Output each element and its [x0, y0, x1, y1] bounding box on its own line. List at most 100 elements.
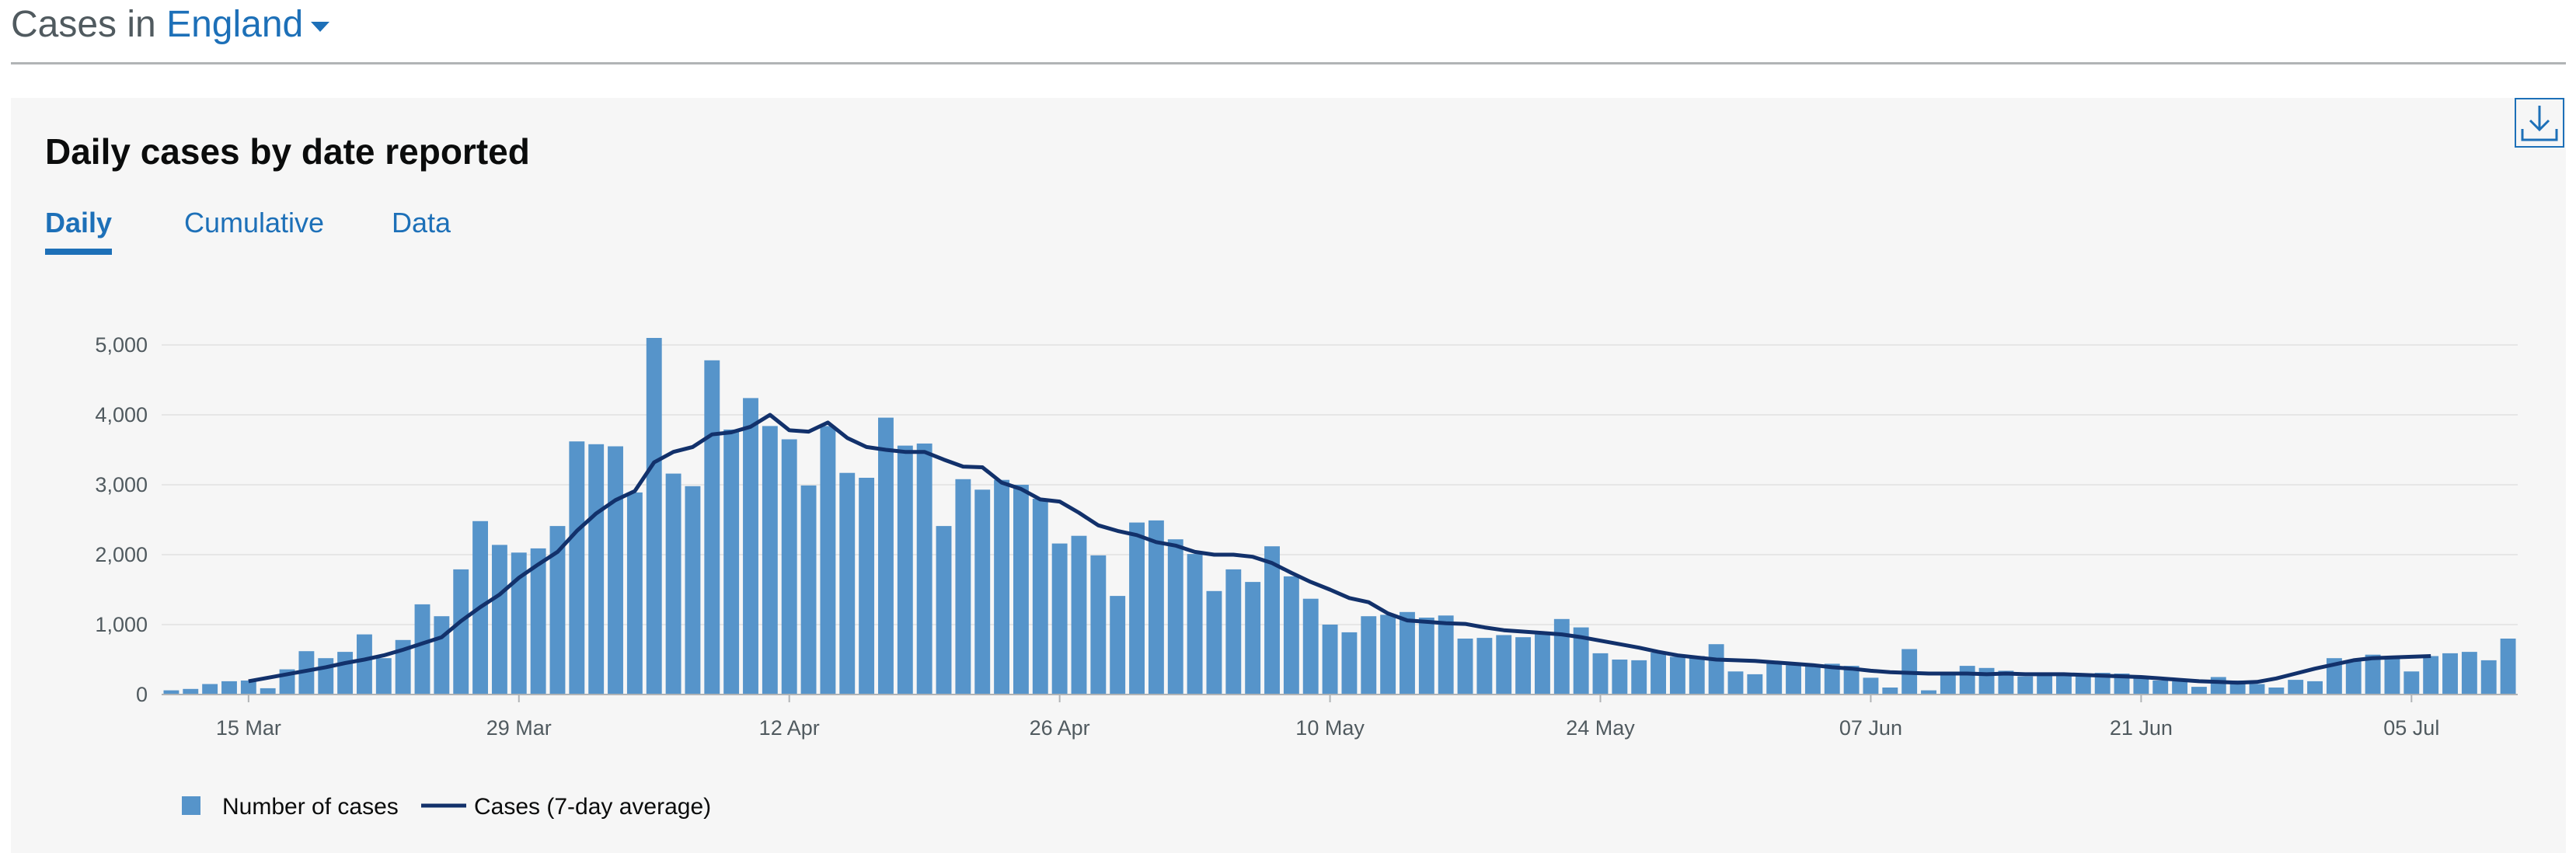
bar: [1824, 663, 1840, 695]
bar: [2384, 656, 2400, 695]
bar: [781, 439, 797, 695]
tab-cumulative[interactable]: Cumulative: [184, 207, 325, 238]
bar: [1013, 485, 1029, 695]
bar: [626, 492, 643, 695]
caret-down-icon[interactable]: [311, 21, 330, 32]
bar: [1090, 555, 1107, 695]
x-tick-label: 29 Mar: [486, 716, 552, 740]
bar: [1669, 656, 1685, 695]
bar: [1438, 615, 1454, 695]
legend-label-average: Cases (7-day average): [474, 794, 711, 820]
bar: [183, 688, 199, 695]
bar: [357, 634, 372, 695]
bar: [1786, 665, 1801, 695]
bar: [1187, 554, 1203, 695]
tab-daily[interactable]: Daily: [45, 207, 113, 255]
bar: [1167, 539, 1183, 695]
header-title: Cases in England: [11, 3, 330, 46]
bar: [1553, 618, 1570, 695]
bar: [2094, 673, 2111, 695]
area-select[interactable]: England: [166, 4, 330, 45]
bar: [974, 489, 991, 695]
x-tick-label: 26 Apr: [1030, 716, 1090, 740]
bar: [1708, 644, 1724, 695]
bar: [414, 604, 430, 695]
download-button[interactable]: [2515, 98, 2564, 148]
bar: [1921, 690, 1936, 695]
x-tick-label: 07 Jun: [1839, 716, 1902, 740]
y-tick-label: 4,000: [95, 403, 148, 426]
bar: [1148, 520, 1164, 695]
bar: [2114, 674, 2130, 695]
bar: [2403, 671, 2420, 695]
bar: [1302, 598, 1319, 695]
bar: [1245, 582, 1261, 695]
bar: [1110, 596, 1126, 695]
bar: [2191, 687, 2207, 695]
bar: [569, 441, 585, 695]
bar: [1804, 664, 1821, 695]
bar: [240, 681, 256, 695]
bar: [2037, 674, 2053, 695]
bar: [1631, 660, 1647, 695]
bar: [1264, 546, 1280, 695]
bar: [1651, 653, 1667, 695]
bar: [1766, 663, 1783, 695]
legend-bar-swatch: [182, 796, 200, 815]
bar: [549, 526, 566, 695]
x-tick-label: 24 May: [1566, 716, 1635, 740]
bar: [2056, 674, 2072, 695]
bar: [530, 548, 546, 695]
bar: [2152, 681, 2169, 695]
bar: [1476, 638, 1493, 695]
bar: [434, 616, 450, 695]
bar: [743, 398, 758, 695]
bar: [1225, 569, 1242, 695]
tab-data[interactable]: Data: [392, 207, 451, 238]
bar: [820, 426, 836, 695]
bar: [1882, 688, 1898, 695]
x-tick-label: 12 Apr: [759, 716, 820, 740]
bar: [2442, 653, 2458, 695]
bar: [1496, 635, 1512, 695]
bar: [955, 479, 971, 695]
bar: [859, 478, 875, 695]
bar: [2075, 674, 2091, 695]
y-tick-label: 5,000: [95, 333, 148, 357]
bar: [1206, 590, 1222, 695]
bar: [1843, 666, 1860, 695]
bar: [1341, 632, 1358, 695]
area-header: Cases in England: [11, 0, 2566, 64]
bar: [2480, 660, 2497, 695]
bar: [2345, 660, 2362, 695]
bar: [936, 526, 952, 695]
x-tick-label: 10 May: [1295, 716, 1365, 740]
bar: [839, 472, 856, 695]
bar: [897, 445, 913, 695]
bar: [1071, 535, 1087, 695]
bar: [2210, 677, 2226, 695]
bar: [878, 417, 894, 695]
bar: [1515, 637, 1532, 695]
y-tick-label: 0: [136, 683, 148, 706]
bar: [1612, 660, 1628, 695]
area-name[interactable]: England: [166, 4, 304, 45]
download-icon[interactable]: [2516, 99, 2563, 146]
bar: [2365, 654, 2381, 695]
bar: [1322, 625, 1338, 695]
bar: [588, 444, 605, 695]
bar: [163, 690, 180, 695]
bar: [2017, 676, 2034, 695]
bar: [723, 429, 740, 695]
bar: [1418, 618, 1434, 695]
bar: [491, 545, 507, 695]
bar: [2461, 652, 2477, 695]
bar: [2288, 680, 2304, 695]
bar: [2307, 681, 2323, 695]
bar: [1380, 615, 1396, 695]
bar: [665, 473, 681, 695]
chart-card: 0 1,000 2,000 3,000 4,000 5,000 15 Mar 29 Mar 12…: [11, 98, 2566, 853]
bar: [1959, 666, 1975, 695]
bar: [2268, 688, 2285, 695]
bar: [395, 639, 411, 695]
